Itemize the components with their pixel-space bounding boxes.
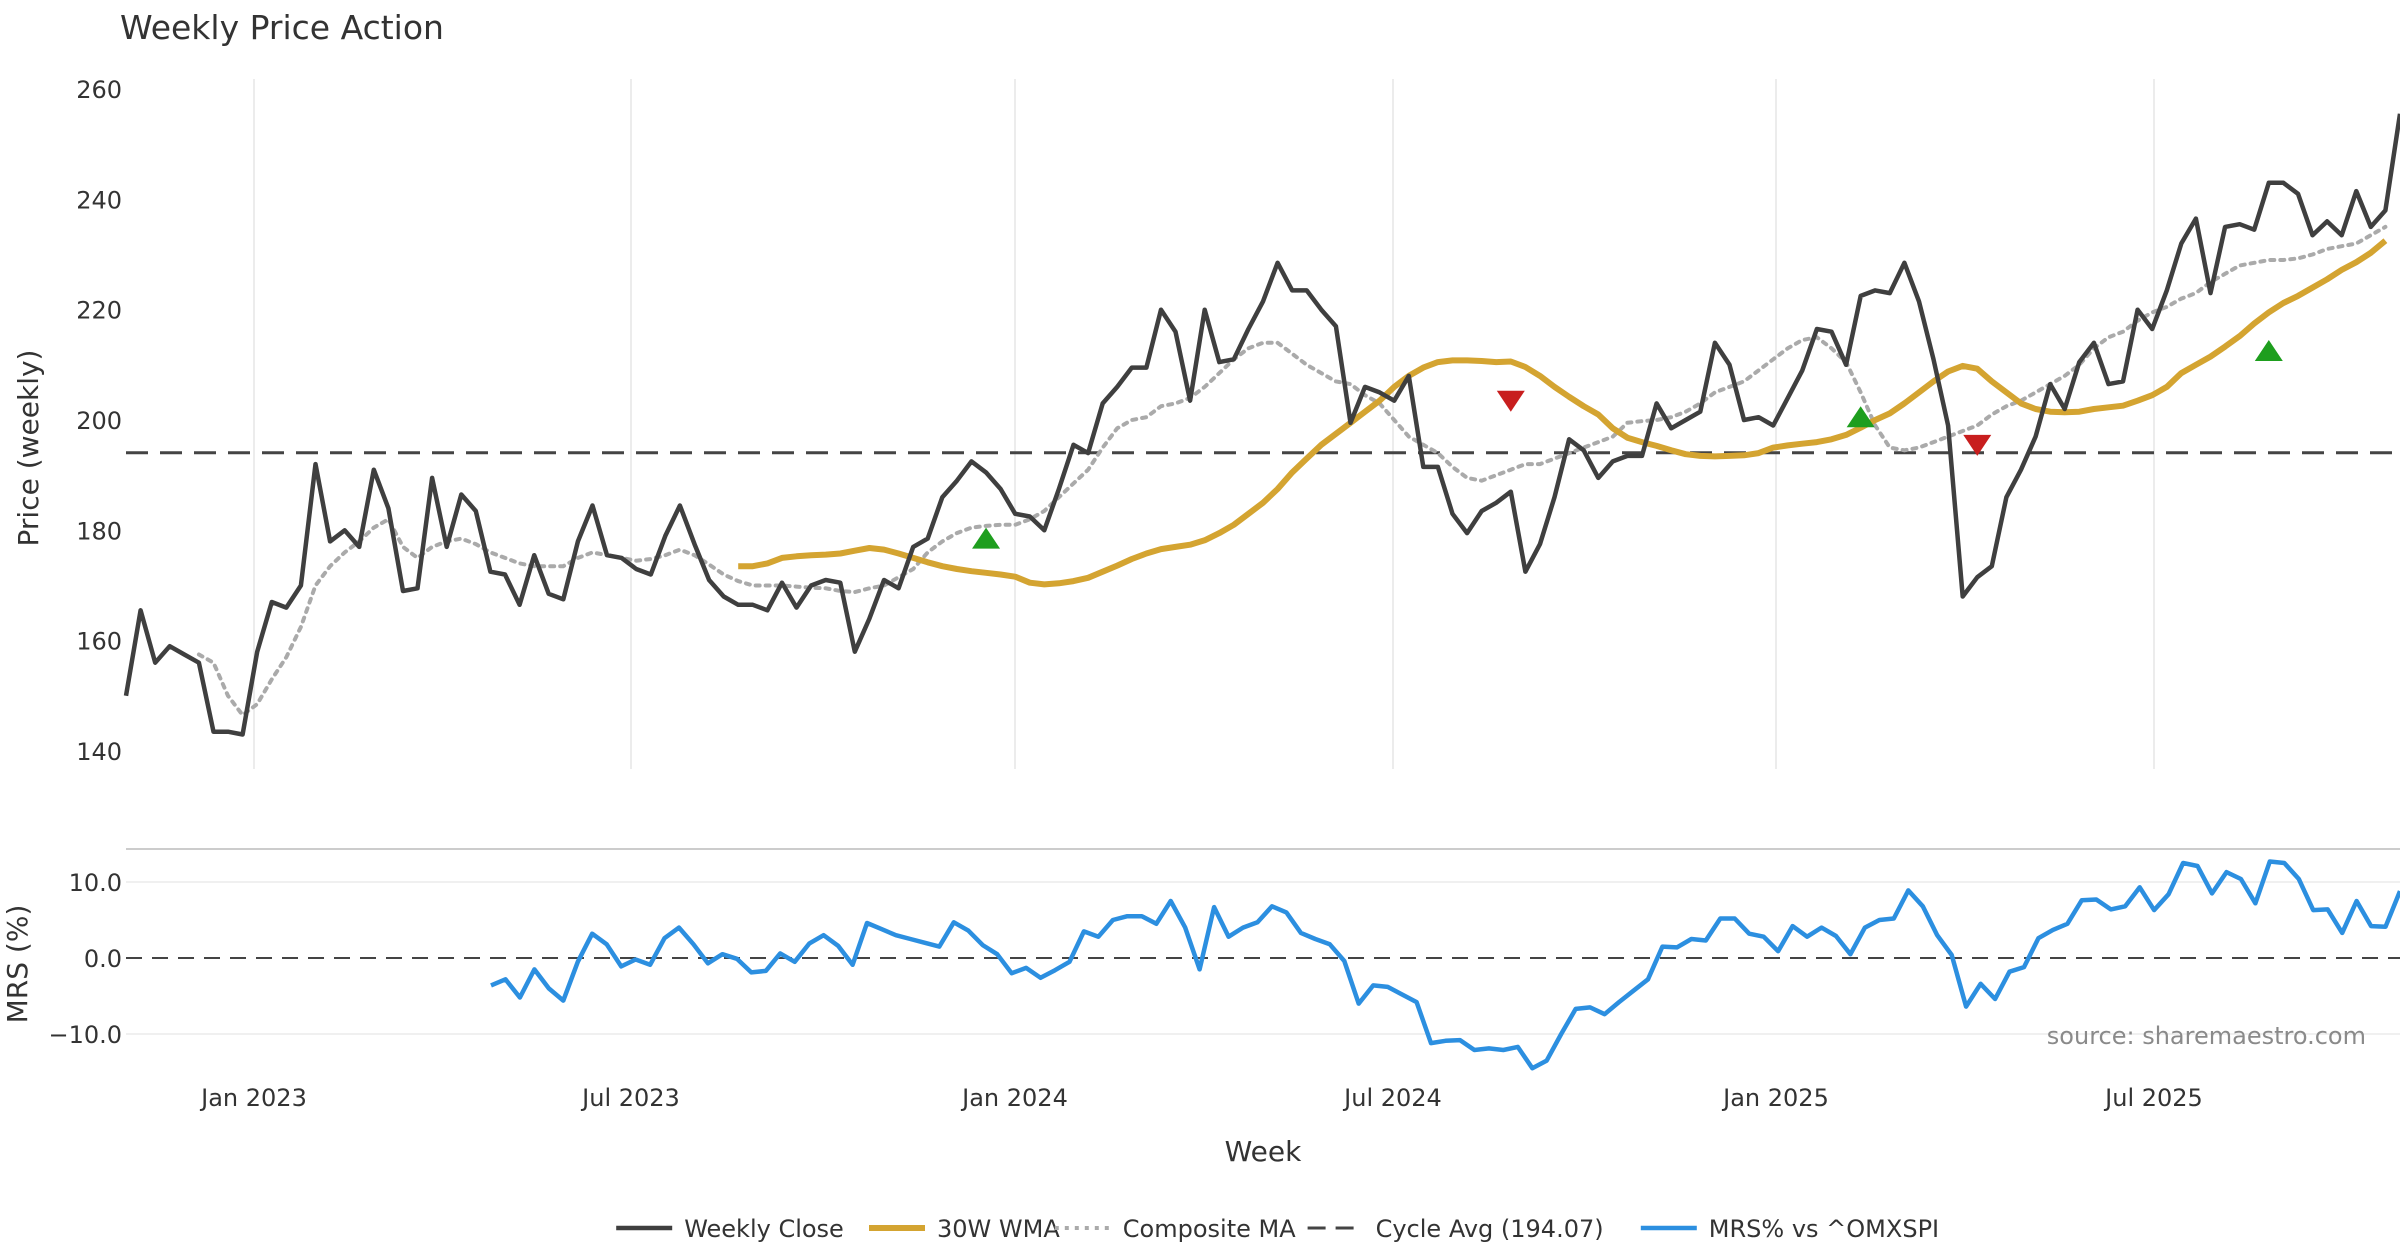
x-tick-label: Jan 2025 xyxy=(1721,1084,1829,1112)
mrs-y-tick-label: 10.0 xyxy=(69,869,122,897)
x-tick-label: Jul 2025 xyxy=(2103,1084,2203,1112)
x-tick-label: Jan 2023 xyxy=(199,1084,307,1112)
mrs-gridlines xyxy=(126,881,2400,1035)
signal-markers xyxy=(972,340,2283,549)
legend-label: 30W WMA xyxy=(937,1215,1060,1243)
price-y-tick-label: 220 xyxy=(76,297,122,325)
x-tick-label: Jul 2023 xyxy=(580,1084,680,1112)
x-axis-label: Week xyxy=(1225,1135,1302,1168)
legend-label: Composite MA xyxy=(1123,1215,1296,1243)
legend-label: MRS% vs ^OMXSPI xyxy=(1709,1215,1939,1243)
price-y-tick-label: 200 xyxy=(76,407,122,435)
buy-signal-marker xyxy=(2254,340,2283,362)
mrs-y-ticks: 10.0 0.0 −10.0 xyxy=(48,869,122,1049)
sell-signal-marker xyxy=(1963,434,1992,456)
chart-title: Weekly Price Action xyxy=(120,8,444,47)
price-y-ticks: 140 160 180 200 220 240 260 xyxy=(76,76,122,766)
mrs-line xyxy=(490,859,2400,1071)
price-y-tick-label: 140 xyxy=(76,738,122,766)
price-y-tick-label: 160 xyxy=(76,628,122,656)
x-tick-label: Jan 2024 xyxy=(960,1084,1068,1112)
price-y-axis-label: Price (weekly) xyxy=(12,350,45,547)
legend-label: Cycle Avg (194.07) xyxy=(1376,1215,1604,1243)
legend: Weekly Close 30W WMA Composite MA Cycle Avg… xyxy=(616,1215,1939,1243)
source-note: source: sharemaestro.com xyxy=(2047,1022,2366,1050)
x-tick-label: Jul 2024 xyxy=(1342,1084,1442,1112)
buy-signal-marker xyxy=(1846,406,1875,428)
mrs-y-axis-label: MRS (%) xyxy=(1,905,34,1024)
legend-label: Weekly Close xyxy=(684,1215,844,1243)
price-y-tick-label: 260 xyxy=(76,76,122,104)
price-y-tick-label: 180 xyxy=(76,517,122,545)
price-y-tick-label: 240 xyxy=(76,186,122,214)
mrs-y-tick-label: −10.0 xyxy=(48,1021,122,1049)
wma30-line xyxy=(738,238,2388,588)
x-ticks: Jan 2023 Jul 2023 Jan 2024 Jul 2024 Jan 2025… xyxy=(199,1084,2203,1112)
sell-signal-marker xyxy=(1496,390,1525,412)
weekly-close-line xyxy=(123,113,2400,737)
mrs-y-tick-label: 0.0 xyxy=(84,945,122,973)
buy-signal-marker xyxy=(972,527,1001,549)
